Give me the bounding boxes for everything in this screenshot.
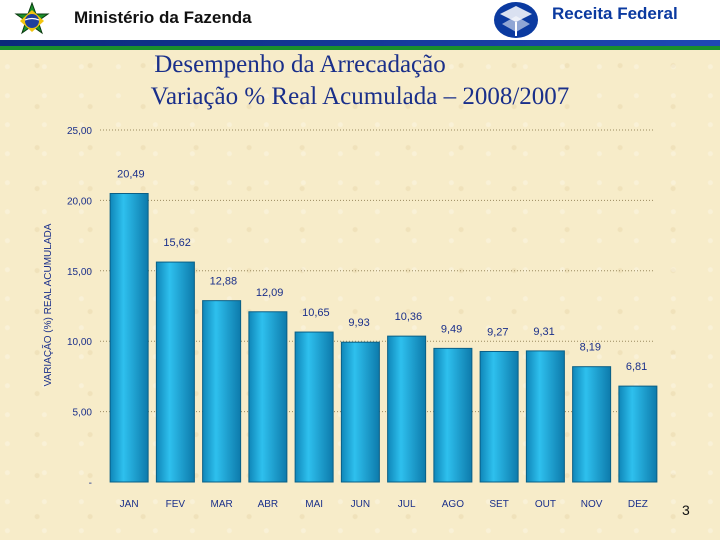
data-label: 9,31	[533, 326, 554, 338]
x-tick-label: FEV	[166, 499, 186, 510]
bar-dez	[618, 385, 658, 483]
bar-abr	[248, 311, 288, 483]
data-label: 20,49	[117, 169, 145, 181]
receita-federal-logo-icon	[494, 2, 538, 38]
y-tick-label: 25,00	[67, 126, 92, 137]
y-tick-label: 5,00	[73, 408, 93, 419]
ministry-name: Ministério da Fazenda	[74, 8, 252, 27]
bar-nov	[572, 366, 612, 483]
x-tick-label: JUN	[351, 499, 370, 510]
x-tick-label: JAN	[120, 499, 139, 510]
header-bar: Ministério da Fazenda Receita Federal	[0, 0, 720, 40]
data-label: 15,62	[163, 237, 191, 249]
y-axis-label: VARIAÇÃO (%) REAL ACUMULADA	[41, 223, 54, 386]
data-label: 12,88	[210, 276, 238, 288]
bar-out	[525, 350, 565, 483]
y-tick-label: 10,00	[67, 337, 92, 348]
x-tick-label: NOV	[581, 499, 603, 510]
data-label: 12,09	[256, 287, 284, 299]
slide-subtitle: Variação % Real Acumulada – 2008/2007	[150, 83, 570, 110]
y-tick-label: 20,00	[67, 196, 92, 207]
brazil-coat-of-arms-icon	[14, 2, 50, 35]
agency-name: Receita Federal	[552, 4, 678, 23]
header-stripe-green	[0, 46, 720, 50]
x-tick-label: DEZ	[628, 499, 648, 510]
y-tick-label: 15,00	[67, 267, 92, 278]
header-stripe-blue	[0, 40, 720, 46]
data-label: 8,19	[580, 342, 601, 354]
bar-fev	[155, 261, 195, 483]
y-tick-label: -	[89, 478, 92, 489]
x-tick-label: ABR	[258, 499, 279, 510]
x-tick-label: AGO	[442, 499, 464, 510]
data-label: 6,81	[626, 361, 647, 373]
bar-jan	[109, 193, 149, 483]
data-label: 10,36	[395, 311, 423, 323]
x-tick-label: MAI	[305, 499, 323, 510]
bar-jun	[340, 341, 380, 483]
x-tick-label: MAR	[211, 499, 233, 510]
bar-ago	[433, 347, 473, 483]
data-label: 9,27	[487, 326, 508, 338]
slide-title: Desempenho da Arrecadação	[154, 51, 446, 78]
x-tick-label: JUL	[398, 499, 416, 510]
x-tick-label: SET	[489, 499, 508, 510]
bar-jul	[387, 335, 427, 483]
bar-set	[479, 350, 519, 483]
x-tick-label: OUT	[535, 499, 556, 510]
bar-mar	[202, 300, 242, 483]
data-label: 9,49	[441, 323, 462, 335]
data-label: 9,93	[348, 317, 369, 329]
data-label: 10,65	[302, 307, 330, 319]
bar-mai	[294, 331, 334, 483]
page-number: 3	[682, 502, 690, 518]
